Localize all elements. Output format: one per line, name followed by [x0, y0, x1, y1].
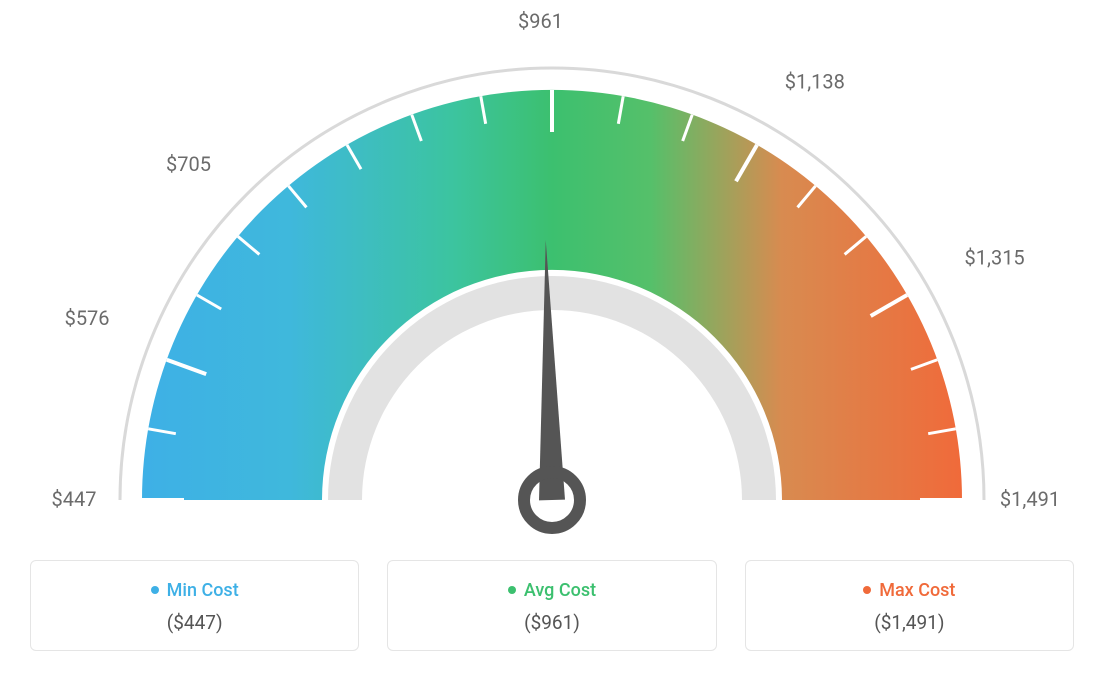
legend-card-avg: Avg Cost ($961) — [387, 560, 716, 651]
cost-gauge: $447 $576 $705 $961 $1,138 $1,315 $1,491 — [0, 0, 1104, 560]
gauge-scale-label: $961 — [518, 9, 563, 33]
dot-icon — [863, 586, 871, 594]
legend-value-avg: ($961) — [398, 611, 705, 634]
legend-card-min: Min Cost ($447) — [30, 560, 359, 651]
dot-icon — [151, 586, 159, 594]
legend-value-max: ($1,491) — [756, 611, 1063, 634]
legend-value-min: ($447) — [41, 611, 348, 634]
gauge-scale-label: $576 — [65, 306, 110, 330]
legend-title-max: Max Cost — [863, 580, 955, 601]
dot-icon — [508, 586, 516, 594]
gauge-scale-label: $705 — [166, 152, 211, 176]
legend: Min Cost ($447) Avg Cost ($961) Max Cost… — [0, 560, 1104, 651]
legend-label: Min Cost — [167, 580, 239, 601]
gauge-scale-label: $447 — [52, 487, 97, 511]
gauge-scale-label: $1,491 — [1000, 487, 1060, 511]
legend-title-min: Min Cost — [151, 580, 239, 601]
legend-title-avg: Avg Cost — [508, 580, 596, 601]
gauge-scale-label: $1,138 — [785, 69, 845, 93]
gauge-svg: $447 $576 $705 $961 $1,138 $1,315 $1,491 — [0, 0, 1104, 560]
gauge-scale-label: $1,315 — [965, 246, 1025, 270]
legend-card-max: Max Cost ($1,491) — [745, 560, 1074, 651]
legend-label: Avg Cost — [524, 580, 596, 601]
legend-label: Max Cost — [879, 580, 955, 601]
